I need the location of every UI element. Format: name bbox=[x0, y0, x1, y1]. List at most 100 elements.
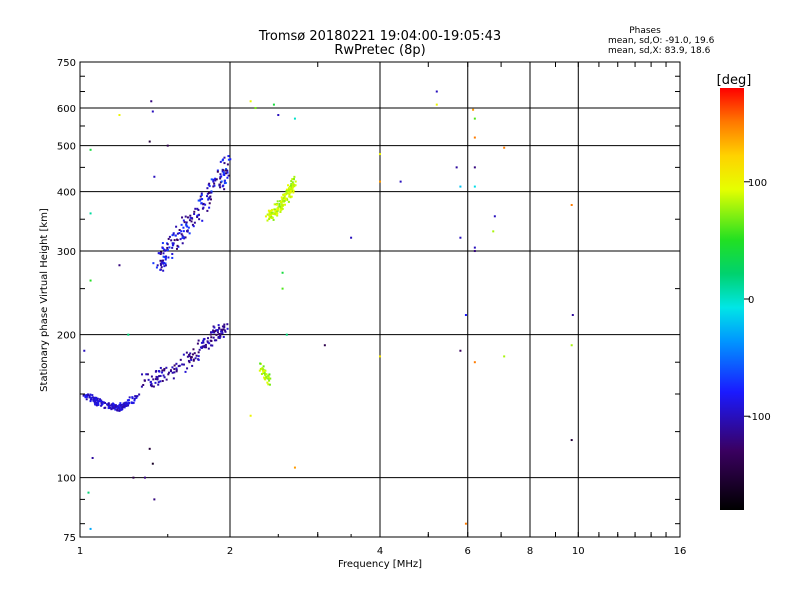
data-point bbox=[276, 212, 279, 215]
data-point bbox=[161, 247, 164, 250]
data-point bbox=[186, 230, 189, 233]
data-point bbox=[193, 221, 196, 224]
data-point bbox=[209, 191, 212, 194]
data-point bbox=[290, 195, 293, 198]
data-point bbox=[267, 213, 270, 216]
data-point bbox=[275, 213, 278, 216]
data-point bbox=[132, 401, 135, 404]
data-point bbox=[210, 190, 213, 193]
data-point bbox=[197, 358, 200, 361]
data-point bbox=[182, 353, 185, 356]
data-point bbox=[107, 403, 110, 406]
data-point bbox=[493, 215, 496, 218]
data-point bbox=[277, 208, 280, 211]
data-point bbox=[263, 376, 266, 379]
data-point bbox=[97, 400, 100, 403]
data-point bbox=[459, 185, 462, 188]
data-point bbox=[192, 358, 195, 361]
data-point bbox=[90, 396, 93, 399]
data-point bbox=[265, 375, 268, 378]
data-point bbox=[199, 198, 202, 201]
data-point bbox=[226, 323, 229, 326]
data-point bbox=[277, 114, 280, 117]
data-point bbox=[171, 371, 174, 374]
data-point bbox=[194, 207, 197, 210]
data-point bbox=[570, 439, 573, 442]
data-point bbox=[202, 341, 205, 344]
data-point bbox=[156, 376, 159, 379]
data-point bbox=[219, 160, 222, 163]
data-point bbox=[93, 401, 96, 404]
data-point bbox=[152, 385, 155, 388]
data-point bbox=[223, 325, 226, 328]
data-point bbox=[268, 215, 271, 218]
data-point bbox=[183, 221, 186, 224]
data-point bbox=[281, 207, 284, 210]
data-point bbox=[197, 351, 200, 354]
data-point bbox=[201, 207, 204, 210]
data-point bbox=[282, 200, 285, 203]
data-point bbox=[162, 259, 165, 262]
data-point bbox=[156, 378, 159, 381]
data-point bbox=[294, 180, 297, 183]
data-point bbox=[97, 403, 100, 406]
data-point bbox=[173, 239, 176, 242]
data-point bbox=[163, 369, 166, 372]
data-point bbox=[163, 265, 166, 268]
data-point bbox=[288, 195, 291, 198]
data-point bbox=[94, 396, 97, 399]
data-point bbox=[164, 258, 167, 261]
data-point bbox=[172, 232, 175, 235]
data-point bbox=[189, 352, 192, 355]
data-point bbox=[223, 179, 226, 182]
data-point bbox=[379, 153, 381, 156]
data-point bbox=[221, 325, 224, 328]
data-point bbox=[279, 208, 282, 211]
data-point bbox=[96, 397, 99, 400]
data-point bbox=[196, 216, 199, 219]
data-point bbox=[192, 348, 195, 351]
data-point bbox=[125, 401, 128, 404]
data-point bbox=[213, 326, 216, 329]
data-point bbox=[222, 171, 225, 174]
data-point bbox=[184, 370, 187, 373]
data-point bbox=[206, 209, 209, 212]
data-point bbox=[221, 328, 224, 331]
data-point bbox=[85, 394, 88, 397]
data-point bbox=[124, 401, 127, 404]
data-point bbox=[399, 180, 402, 183]
data-point bbox=[175, 367, 178, 370]
data-point bbox=[126, 403, 129, 406]
data-point bbox=[262, 370, 265, 373]
data-point bbox=[292, 183, 295, 186]
x-axis-label: Frequency [MHz] bbox=[338, 559, 422, 570]
data-point bbox=[135, 396, 138, 399]
data-point bbox=[473, 185, 476, 188]
data-point bbox=[281, 198, 284, 201]
data-point bbox=[218, 333, 221, 336]
data-point bbox=[272, 213, 275, 216]
data-point bbox=[176, 232, 179, 235]
data-point bbox=[173, 368, 176, 371]
data-point bbox=[216, 170, 219, 173]
data-point bbox=[224, 330, 227, 333]
data-point bbox=[166, 144, 169, 147]
data-point bbox=[127, 399, 130, 402]
data-point bbox=[323, 344, 326, 347]
data-point bbox=[91, 456, 94, 459]
data-point bbox=[191, 353, 194, 356]
data-point bbox=[182, 226, 185, 229]
data-point bbox=[284, 198, 287, 201]
data-point bbox=[122, 406, 125, 409]
data-point bbox=[110, 403, 113, 406]
data-point bbox=[186, 229, 189, 232]
data-point bbox=[132, 476, 135, 479]
data-point bbox=[289, 188, 292, 191]
data-point bbox=[225, 172, 228, 175]
y-tick-label: 200 bbox=[57, 331, 76, 342]
data-point bbox=[112, 402, 115, 405]
data-point bbox=[202, 340, 205, 343]
data-point bbox=[213, 184, 216, 187]
data-point bbox=[288, 193, 291, 196]
data-point bbox=[210, 331, 213, 334]
